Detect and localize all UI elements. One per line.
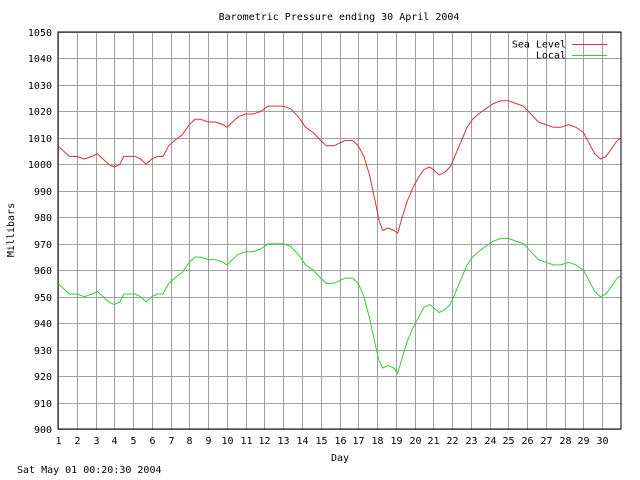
x-tick-label: 4 <box>111 436 117 447</box>
y-tick-label: 960 <box>34 266 52 277</box>
x-tick-label: 30 <box>596 436 608 447</box>
x-tick-label: 25 <box>502 436 514 447</box>
y-tick-label: 1030 <box>28 81 52 92</box>
x-tick-label: 15 <box>315 436 327 447</box>
y-tick-label: 940 <box>34 319 52 330</box>
y-tick-label: 950 <box>34 293 52 304</box>
y-tick-label: 920 <box>34 372 52 383</box>
y-tick-label: 900 <box>34 425 52 436</box>
x-tick-label: 28 <box>559 436 571 447</box>
y-tick-label: 970 <box>34 240 52 251</box>
x-tick-label: 3 <box>93 436 99 447</box>
x-tick-label: 23 <box>465 436 477 447</box>
x-tick-label: 20 <box>409 436 421 447</box>
y-tick-label: 1050 <box>28 28 52 39</box>
x-tick-label: 8 <box>186 436 192 447</box>
y-tick-label: 1020 <box>28 107 52 118</box>
x-tick-label: 21 <box>427 436 439 447</box>
x-tick-label: 1 <box>55 436 61 447</box>
x-tick-label: 7 <box>168 436 174 447</box>
x-axis-ticks: 1 2 3 4 5 6 7 8 9 10 11 12 13 14 15 16 17 18 19 20 21 22 23 24 2… <box>55 436 608 447</box>
series-line-sea-level <box>57 100 622 234</box>
plot-frame <box>57 31 622 430</box>
x-tick-label: 29 <box>577 436 589 447</box>
x-tick-label: 22 <box>446 436 458 447</box>
y-tick-label: 930 <box>34 346 52 357</box>
x-tick-label: 24 <box>484 436 496 447</box>
y-tick-label: 1040 <box>28 54 52 65</box>
chart-title: Barometric Pressure ending 30 April 2004 <box>219 12 460 23</box>
y-axis-label: Millibars <box>6 203 17 257</box>
x-tick-label: 2 <box>74 436 80 447</box>
x-tick-label: 19 <box>390 436 402 447</box>
x-tick-label: 5 <box>130 436 136 447</box>
x-tick-label: 9 <box>205 436 211 447</box>
x-tick-label: 18 <box>371 436 383 447</box>
x-tick-label: 12 <box>258 436 270 447</box>
y-tick-label: 980 <box>34 213 52 224</box>
legend-label-sea-level: Sea Level <box>512 40 566 51</box>
x-tick-label: 26 <box>521 436 533 447</box>
y-tick-label: 1000 <box>28 160 52 171</box>
x-tick-label: 17 <box>352 436 364 447</box>
generated-timestamp: Sat May 01 00:20:30 2004 <box>17 465 162 476</box>
x-tick-label: 13 <box>277 436 289 447</box>
x-tick-label: 10 <box>221 436 233 447</box>
series-line-local <box>57 237 622 374</box>
y-axis-ticks: 900 910 920 930 940 950 960 970 980 990 1000 1010 10… <box>28 28 52 436</box>
y-tick-label: 990 <box>34 187 52 198</box>
grid-lines <box>58 32 621 430</box>
series-lines <box>57 100 622 374</box>
legend-label-local: Local <box>536 51 566 62</box>
x-axis-label: Day <box>331 453 349 464</box>
y-tick-label: 1010 <box>28 134 52 145</box>
x-tick-label: 27 <box>540 436 552 447</box>
y-tick-label: 910 <box>34 399 52 410</box>
x-tick-label: 16 <box>334 436 346 447</box>
x-tick-label: 14 <box>296 436 308 447</box>
x-tick-label: 11 <box>240 436 252 447</box>
x-tick-label: 6 <box>149 436 155 447</box>
